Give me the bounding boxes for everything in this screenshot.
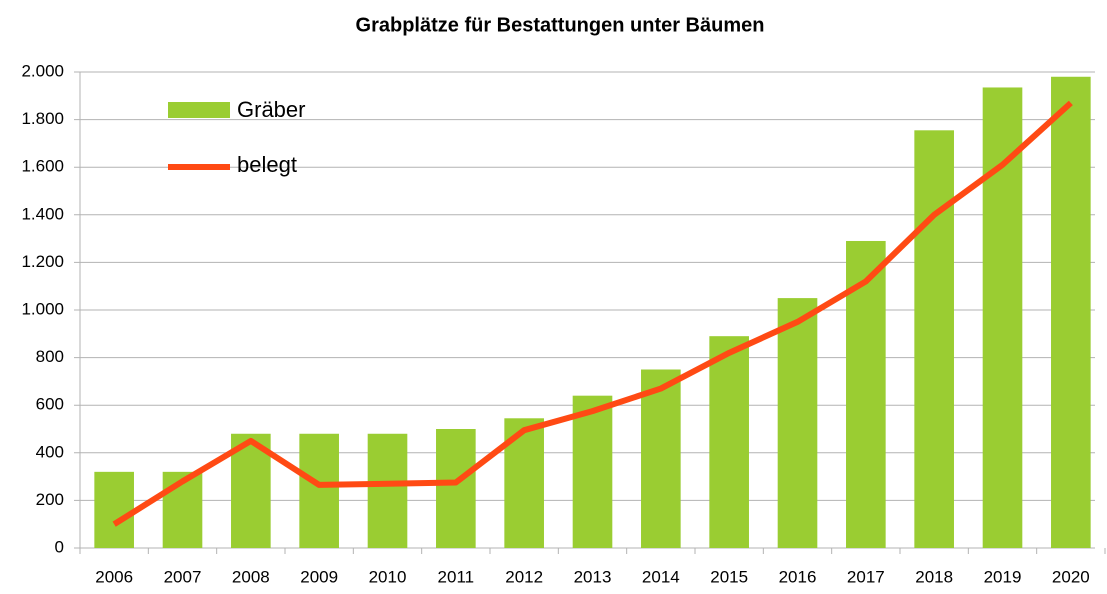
x-tick-label: 2011 — [438, 567, 475, 586]
chart-title: Grabplätze für Bestattungen unter Bäumen — [356, 14, 765, 36]
y-tick-label: 400 — [36, 442, 64, 461]
x-tick-label: 2009 — [300, 567, 338, 586]
y-tick-label: 1.400 — [21, 204, 64, 223]
x-tick-label: 2015 — [710, 567, 748, 586]
y-tick-label: 1.600 — [21, 157, 64, 176]
legend-label: Gräber — [237, 97, 305, 122]
bar — [436, 429, 476, 548]
x-tick-label: 2017 — [847, 567, 885, 586]
legend-swatch — [168, 102, 230, 118]
y-tick-label: 200 — [36, 490, 64, 509]
y-tick-label: 600 — [36, 395, 64, 414]
bar — [914, 130, 954, 548]
y-tick-label: 800 — [36, 347, 64, 366]
y-tick-label: 2.000 — [21, 61, 64, 80]
x-tick-label: 2018 — [915, 567, 953, 586]
x-tick-label: 2008 — [232, 567, 270, 586]
x-tick-label: 2020 — [1052, 567, 1090, 586]
x-tick-label: 2007 — [164, 567, 202, 586]
bar — [1051, 76, 1091, 548]
y-tick-label: 0 — [55, 537, 64, 556]
x-tick-label: 2006 — [95, 567, 133, 586]
bar — [777, 298, 818, 548]
bar — [709, 336, 749, 548]
line — [112, 100, 1073, 527]
y-tick-label: 1.800 — [21, 109, 64, 128]
x-tick-label: 2019 — [984, 567, 1022, 586]
bar — [94, 471, 134, 548]
bar — [572, 395, 613, 548]
x-tick-label: 2013 — [574, 567, 612, 586]
x-tick-label: 2016 — [779, 567, 817, 586]
bar — [641, 369, 681, 548]
x-tick-label: 2012 — [505, 567, 543, 586]
bar — [299, 433, 339, 548]
x-tick-label: 2014 — [642, 567, 680, 586]
x-tick-label: 2010 — [369, 567, 407, 586]
legend-label: belegt — [237, 152, 297, 177]
y-tick-label: 1.000 — [21, 299, 64, 318]
bar — [982, 87, 1023, 548]
bar — [367, 433, 408, 548]
y-tick-label: 1.200 — [21, 252, 64, 271]
